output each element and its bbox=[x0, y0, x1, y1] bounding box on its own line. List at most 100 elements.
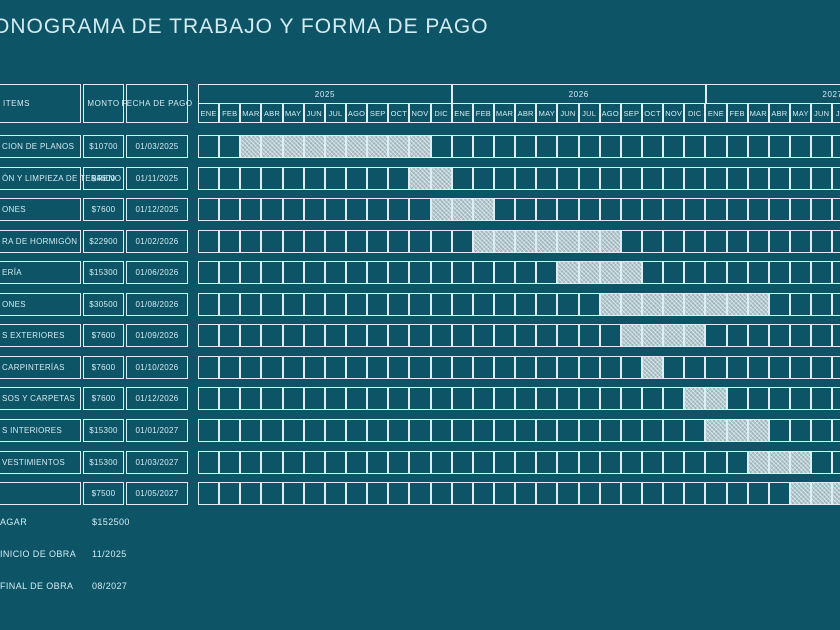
gantt-cell bbox=[345, 482, 368, 506]
gantt-row bbox=[198, 450, 840, 474]
gantt-cell bbox=[726, 324, 748, 348]
month-header-cell: MAR bbox=[747, 103, 769, 123]
gantt-bar-cell bbox=[409, 135, 431, 158]
gantt-bar-cell bbox=[536, 229, 558, 253]
gantt-cell bbox=[345, 387, 368, 411]
gantt-cell bbox=[641, 166, 664, 190]
gantt-cell bbox=[345, 324, 368, 348]
gantt-cell bbox=[493, 355, 516, 379]
gantt-cell bbox=[409, 198, 431, 222]
summary-label: FINAL DE OBRA bbox=[0, 581, 74, 591]
gantt-cell bbox=[198, 292, 220, 316]
gantt-cell bbox=[789, 135, 812, 158]
item-cell-label: S EXTERIORES bbox=[2, 331, 65, 341]
gantt-cell bbox=[789, 229, 812, 253]
gantt-cell bbox=[430, 324, 452, 348]
gantt-cell bbox=[536, 135, 558, 158]
gantt-cell bbox=[768, 229, 790, 253]
item-cell: CION DE PLANOS bbox=[0, 135, 81, 158]
month-header-cell: JUL bbox=[324, 103, 346, 123]
gantt-cell bbox=[515, 261, 537, 285]
gantt-cell bbox=[261, 418, 283, 442]
gantt-cell bbox=[493, 166, 516, 190]
gantt-cell bbox=[747, 387, 769, 411]
gantt-cell bbox=[832, 292, 840, 316]
gantt-cell bbox=[599, 324, 621, 348]
gantt-cell bbox=[472, 450, 494, 474]
monto-cell-label: $15300 bbox=[89, 268, 118, 278]
gantt-bar-cell bbox=[557, 261, 579, 285]
gantt-cell bbox=[620, 355, 642, 379]
gantt-cell bbox=[768, 261, 790, 285]
gantt-cell bbox=[240, 355, 262, 379]
month-header-cell: ENE bbox=[705, 103, 727, 123]
gantt-cell bbox=[430, 292, 452, 316]
gantt-cell bbox=[747, 324, 769, 348]
gantt-cell bbox=[451, 135, 473, 158]
gantt-cell bbox=[472, 482, 494, 506]
gantt-cell bbox=[578, 135, 600, 158]
gantt-cell bbox=[430, 135, 452, 158]
gantt-cell bbox=[832, 387, 840, 411]
gantt-cell bbox=[303, 450, 325, 474]
page-title: ONOGRAMA DE TRABAJO Y FORMA DE PAGO bbox=[0, 15, 489, 38]
gantt-cell bbox=[832, 355, 840, 379]
gantt-cell bbox=[324, 261, 346, 285]
gantt-cell bbox=[409, 324, 431, 348]
gantt-cell bbox=[367, 355, 389, 379]
fecha-cell: 01/09/2026 bbox=[126, 324, 188, 348]
gantt-cell bbox=[832, 261, 840, 285]
gantt-cell bbox=[261, 229, 283, 253]
gantt-cell bbox=[705, 261, 727, 285]
gantt-cell bbox=[663, 450, 685, 474]
month-header-cell: DIC bbox=[684, 103, 706, 123]
gantt-cell bbox=[472, 418, 494, 442]
gantt-cell bbox=[282, 292, 304, 316]
gantt-cell bbox=[811, 387, 833, 411]
gantt-cell bbox=[641, 387, 664, 411]
gantt-cell bbox=[430, 229, 452, 253]
gantt-cell bbox=[811, 324, 833, 348]
gantt-cell bbox=[219, 482, 241, 506]
gantt-cell bbox=[578, 166, 600, 190]
gantt-row bbox=[198, 418, 840, 442]
gantt-cell bbox=[578, 324, 600, 348]
gantt-cell bbox=[345, 198, 368, 222]
gantt-cell bbox=[430, 450, 452, 474]
gantt-cell bbox=[430, 387, 452, 411]
gantt-bar-cell bbox=[324, 135, 346, 158]
gantt-row bbox=[198, 292, 840, 316]
gantt-cell bbox=[663, 135, 685, 158]
gantt-cell bbox=[388, 450, 410, 474]
fecha-cell-label: 01/05/2027 bbox=[135, 489, 179, 499]
gantt-bar-cell bbox=[789, 482, 812, 506]
gantt-cell bbox=[811, 450, 833, 474]
gantt-cell bbox=[747, 229, 769, 253]
monto-cell: $30500 bbox=[83, 292, 124, 316]
gantt-cell bbox=[282, 482, 304, 506]
gantt-cell bbox=[240, 450, 262, 474]
gantt-cell bbox=[282, 261, 304, 285]
gantt-cell bbox=[324, 166, 346, 190]
monto-cell-label: $7600 bbox=[91, 394, 116, 404]
month-header-cell: OCT bbox=[388, 103, 410, 123]
gantt-cell bbox=[684, 482, 706, 506]
gantt-cell bbox=[282, 450, 304, 474]
gantt-cell bbox=[409, 387, 431, 411]
gantt-cell bbox=[324, 387, 346, 411]
gantt-cell bbox=[557, 324, 579, 348]
gantt-cell bbox=[620, 198, 642, 222]
gantt-cell bbox=[261, 198, 283, 222]
gantt-bar-cell bbox=[578, 261, 600, 285]
gantt-cell bbox=[388, 261, 410, 285]
summary-value: 11/2025 bbox=[92, 549, 127, 559]
monto-cell-label: $7600 bbox=[91, 331, 116, 341]
gantt-cell bbox=[789, 324, 812, 348]
gantt-bar-cell bbox=[789, 450, 812, 474]
gantt-cell bbox=[536, 292, 558, 316]
gantt-cell bbox=[599, 450, 621, 474]
gantt-bar-cell bbox=[726, 292, 748, 316]
gantt-cell bbox=[768, 198, 790, 222]
month-header-cell: OCT bbox=[641, 103, 664, 123]
gantt-cell bbox=[641, 198, 664, 222]
